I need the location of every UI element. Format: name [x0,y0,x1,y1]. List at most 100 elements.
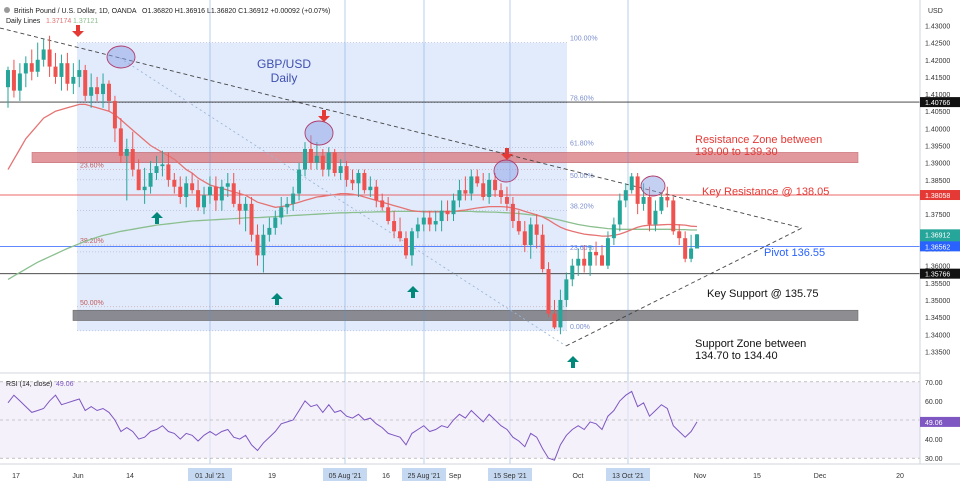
candle-body [641,197,646,204]
rsi-value-tag [920,416,960,427]
candle-body [457,190,462,201]
candle-body [617,200,622,225]
candle-body [59,63,64,77]
candle-body [392,221,397,232]
fib-label: 78.60% [570,96,594,103]
candle-body [35,59,40,72]
level-lines [0,101,920,275]
candle-body [528,224,533,246]
candle-body [83,70,88,96]
price-tick-label: 1.41500 [925,75,950,82]
price-tick-label: 1.35500 [925,281,950,288]
time-tick-label: 15 Sep '21 [493,473,526,480]
price-tick-label: 1.33500 [925,349,950,356]
price-tag-black [920,268,960,279]
price-tick-label: 1.40500 [925,109,950,116]
rsi-pane[interactable] [0,381,920,461]
candle-body [6,70,10,88]
descending-trendline [0,27,803,229]
candle-body [136,169,141,191]
arrow-up-icon [407,286,419,298]
candle-body [89,87,94,96]
rsi-label: RSI (14, close) [6,381,52,388]
candle-body [160,164,165,167]
price-tag-label: 1.35766 [925,272,950,279]
moving-averages [7,103,698,280]
rsi-band [0,381,920,459]
time-tick-label: 15 [753,473,761,480]
time-label-highlight [323,468,367,481]
resistance-zone-label-1: Resistance Zone between [695,134,822,146]
time-tick-label: 01 Jul '21 [195,473,225,480]
candle-body [326,152,331,170]
candle-body [635,176,640,204]
arrow-down-icon [501,148,513,160]
price-tag-label: 1.40766 [925,100,950,107]
rsi-tick-label: 30.00 [925,456,943,463]
candle-body [261,234,266,256]
resistance-zone [31,152,859,163]
candle-body [481,183,486,198]
fib-label: 0.00% [570,324,590,331]
fib-diagonal [119,57,567,347]
candle-body [243,203,248,211]
time-tick-label: 20 [896,473,904,480]
chart-title-line1: GBP/USD [257,57,311,71]
candle-body [338,166,343,173]
arrow-down-icon [72,25,84,37]
support-zone-label-2: 134.70 to 134.40 [695,350,778,362]
candle-body [451,200,456,215]
candle-body [196,190,201,208]
candle-body [677,231,682,239]
time-axis[interactable]: 17 Jun 14 01 Jul '21 19 05 Aug '21 16 25 Aug '2… [12,468,904,481]
candle-body [439,210,444,222]
candle-body [11,70,16,91]
candle-body [202,195,207,208]
fib-label: 38.20% [570,204,594,211]
candlestick-series[interactable] [6,35,700,335]
candle-body [570,265,575,280]
time-label-highlight [606,468,650,481]
candle-body [463,190,468,194]
arrow-up-icon [271,293,283,305]
time-tick-label: Sep [449,473,462,480]
candle-body [594,251,599,256]
price-tick-label: 1.38500 [925,178,950,185]
fibonacci-layer: 100.00% 78.60% 61.80% 50.00% 38.20% 23.60% 0.0… [77,36,598,332]
candle-body [403,238,408,256]
candle-body [17,73,22,91]
price-tick-label: 1.42500 [925,41,950,48]
highlight-circle [304,120,334,146]
candle-body [95,87,100,95]
price-tick-label: 1.37500 [925,212,950,219]
candle-body [291,193,296,204]
price-tick-label: 1.39500 [925,144,950,151]
resistance-zone-label-2: 139.00 to 139.30 [695,146,778,158]
zone-layer [31,42,859,331]
candle-body [433,221,438,225]
last-price-label: 1.36912 [925,232,950,239]
candle-body [207,186,212,196]
candle-body [689,248,694,259]
candle-body [605,238,610,266]
candle-body [522,231,527,246]
candle-body [71,76,76,84]
time-tick-label: 19 [268,473,276,480]
candle-body [267,227,272,235]
candle-body [279,207,284,218]
candle-body [190,183,195,191]
candle-body [106,83,111,101]
price-tag-blue [920,241,960,252]
candle-body [255,234,260,256]
candle-body [101,83,106,95]
candle-body [415,224,420,232]
candle-body [350,179,355,184]
fib-label-left: 23.60% [80,163,104,170]
candle-body [273,217,278,228]
header-legend: British Pound / U.S. Dollar, 1D, OANDA O… [4,7,330,25]
candle-body [427,217,432,225]
chart-title-line2: Daily [271,71,298,85]
